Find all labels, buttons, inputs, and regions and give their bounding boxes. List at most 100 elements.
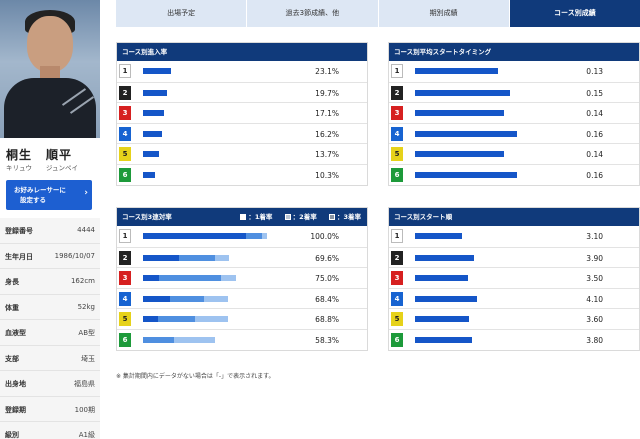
profile-row: 血液型 AB型	[0, 320, 100, 346]
legend-third-label: ：3着率	[336, 213, 361, 221]
profile-value: A1級	[78, 431, 95, 439]
second-rate-bar	[170, 295, 204, 302]
chart-legend: ：1着率 ：2着率 ：3着率	[230, 208, 361, 226]
tab-2[interactable]: 過去3節成績、他	[247, 0, 379, 27]
second-rate-bar	[143, 336, 174, 343]
table-row: 2 69.6%	[117, 246, 367, 268]
table-row: 1 100.0%	[117, 226, 367, 247]
profile-row: 身長 162cm	[0, 269, 100, 295]
profile-label: 登録番号	[5, 227, 33, 235]
entry-rate-bar	[143, 130, 163, 137]
tab-1[interactable]: 出場予定	[116, 0, 248, 27]
racer-profile-sidebar: 桐生 順平 キリュウ ジュンペイ お好みレーサーに 設定する › 登録番号 4444 生…	[0, 0, 100, 439]
course-number: 6	[119, 332, 131, 347]
course-number: 4	[391, 291, 403, 306]
course-number: 3	[119, 106, 131, 121]
profile-label: 体重	[5, 303, 19, 312]
course-number: 1	[391, 64, 403, 78]
legend-first-label: ：1着率	[248, 213, 273, 221]
second-rate-bar	[159, 275, 222, 282]
course-value: 0.16	[586, 129, 603, 139]
table-row: 2 0.15	[389, 81, 639, 103]
table-row: 5 3.60	[389, 308, 639, 329]
course-value: 68.8%	[315, 315, 339, 325]
panel-title: コース別進入率	[117, 43, 367, 61]
course-number: 6	[391, 167, 403, 182]
course-number: 5	[391, 312, 403, 327]
table-row: 5 68.8%	[117, 308, 367, 329]
legend-second: ：2着率	[284, 213, 317, 221]
course-number: 4	[119, 126, 131, 141]
legend-first: ：1着率	[240, 213, 272, 221]
table-row: 2 19.7%	[117, 81, 367, 103]
table-row: 3 75.0%	[117, 267, 367, 288]
profile-row: 生年月日 1986/10/07	[0, 243, 100, 269]
first-rate-bar	[143, 233, 246, 239]
first-rate-bar	[143, 254, 179, 261]
profile-row: 体重 52kg	[0, 294, 100, 320]
table-row: 2 3.90	[389, 246, 639, 268]
course-value: 100.0%	[310, 232, 339, 241]
first-rate-bar	[143, 316, 158, 323]
start-rank-bar	[415, 336, 473, 343]
entry-rate-bar	[143, 171, 156, 178]
table-row: 5 0.14	[389, 143, 639, 164]
panel-entry-rate: コース別進入率 1 23.1% 2 19.7% 3 17.1% 4 16.2% 5 13.7% 6 1…	[116, 42, 368, 186]
fav-button-line-2: 設定する	[20, 196, 46, 204]
course-number: 1	[119, 64, 131, 78]
table-row: 1 0.13	[389, 61, 639, 82]
course-value: 69.6%	[315, 253, 339, 263]
course-number: 2	[391, 250, 403, 265]
tab-3[interactable]: 期別成績	[378, 0, 510, 27]
racer-surname-kana: キリュウ	[6, 164, 32, 172]
table-row: 4 16.2%	[117, 122, 367, 144]
entry-rate-bar	[143, 68, 171, 74]
course-value: 3.80	[586, 335, 603, 345]
table-row: 6 0.16	[389, 163, 639, 185]
course-value: 0.13	[586, 67, 603, 76]
table-row: 3 3.50	[389, 267, 639, 288]
profile-row: 級別 A1級	[0, 422, 100, 439]
legend-swatch-second	[284, 214, 291, 220]
course-number: 6	[119, 167, 131, 182]
tab-4[interactable]: コース別成績	[509, 0, 640, 27]
course-number: 3	[119, 271, 131, 286]
third-rate-bar	[203, 295, 228, 302]
course-value: 19.7%	[315, 88, 339, 98]
course-value: 75.0%	[315, 274, 339, 284]
course-value: 13.7%	[315, 150, 339, 160]
profile-value: 埼玉	[81, 354, 95, 363]
profile-label: 身長	[5, 278, 19, 286]
racer-given-kana: ジュンペイ	[46, 164, 79, 172]
profile-row: 登録番号 4444	[0, 218, 100, 244]
course-value: 0.15	[586, 88, 603, 98]
profile-table: 登録番号 4444 生年月日 1986/10/07 身長 162cm 体重 52kg 血液型 AB…	[0, 218, 100, 439]
course-value: 58.3%	[315, 335, 339, 345]
panel-top3-rate: コース別3連対率 ：1着率 ：2着率 ：3着率 1 100.0% 2 69.6% 3 75…	[116, 207, 368, 351]
course-number: 1	[391, 229, 403, 243]
racer-given-name: 順平	[46, 148, 73, 162]
profile-row: 支部 埼玉	[0, 345, 100, 371]
third-rate-bar	[221, 275, 236, 282]
table-row: 4 0.16	[389, 122, 639, 144]
table-row: 6 58.3%	[117, 328, 367, 350]
legend-swatch-first	[240, 214, 247, 220]
panel-avg-start-timing: コース別平均スタートタイミング 1 0.13 2 0.15 3 0.14 4 0.16 5 0.1…	[388, 42, 640, 186]
panel-title: コース別平均スタートタイミング	[389, 43, 639, 61]
course-number: 6	[391, 332, 403, 347]
profile-value: 100期	[74, 405, 95, 414]
third-rate-bar	[214, 254, 230, 261]
course-value: 4.10	[586, 294, 603, 304]
entry-rate-bar	[143, 89, 167, 96]
third-rate-bar	[262, 233, 267, 239]
avg-start-bar	[415, 171, 517, 178]
course-number: 2	[119, 250, 131, 265]
course-value: 17.1%	[315, 109, 339, 119]
table-row: 3 0.14	[389, 102, 639, 123]
table-row: 4 68.4%	[117, 287, 367, 309]
first-rate-bar	[143, 275, 160, 282]
course-number: 3	[391, 271, 403, 286]
profile-label: 級別	[5, 431, 19, 439]
second-rate-bar	[178, 254, 215, 261]
add-favorite-racer-button[interactable]: お好みレーサーに 設定する ›	[6, 180, 92, 210]
